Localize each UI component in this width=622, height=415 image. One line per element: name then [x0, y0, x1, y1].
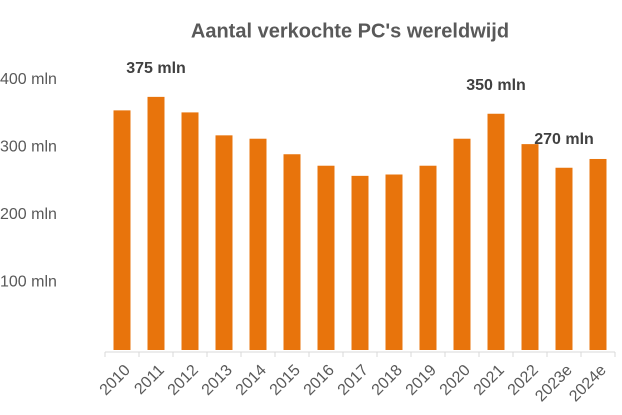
y-tick-label: 200 mln	[0, 206, 57, 223]
y-tick-label: 100 mln	[0, 274, 57, 291]
x-tick-label: 2016	[301, 362, 338, 399]
x-tick-label: 2019	[403, 362, 440, 399]
x-tick-label: 2013	[199, 362, 236, 399]
bar	[419, 165, 437, 350]
bar	[113, 110, 131, 350]
y-tick-label: 300 mln	[0, 139, 57, 156]
value-label: 350 mln	[466, 77, 526, 94]
bar	[147, 96, 165, 350]
bar	[317, 165, 335, 350]
bar	[589, 158, 607, 350]
bar	[283, 154, 301, 350]
x-tick-label: 2021	[471, 362, 508, 399]
bar	[487, 113, 505, 350]
bar	[555, 167, 573, 350]
x-tick-label: 2023e	[532, 362, 576, 406]
x-tick-label: 2011	[131, 362, 167, 398]
x-tick-label: 2015	[267, 362, 304, 399]
bar	[453, 138, 471, 350]
bar	[181, 112, 199, 351]
bar	[385, 174, 403, 350]
x-tick-label: 2018	[369, 362, 406, 399]
bar	[351, 175, 369, 350]
x-tick-label: 2020	[437, 362, 474, 399]
chart-title: Aantal verkochte PC's wereldwijd	[191, 20, 509, 42]
bar	[215, 135, 233, 350]
bar	[521, 144, 539, 350]
x-tick-label: 2014	[233, 362, 270, 399]
bar	[249, 138, 267, 350]
x-tick-label: 2010	[97, 362, 134, 399]
value-label: 270 mln	[534, 131, 594, 148]
x-tick-label: 2017	[335, 362, 372, 399]
y-tick-label: 400 mln	[0, 71, 57, 88]
x-tick-label: 2024e	[566, 362, 610, 406]
value-label: 375 mln	[126, 60, 186, 77]
x-tick-label: 2012	[165, 362, 202, 399]
